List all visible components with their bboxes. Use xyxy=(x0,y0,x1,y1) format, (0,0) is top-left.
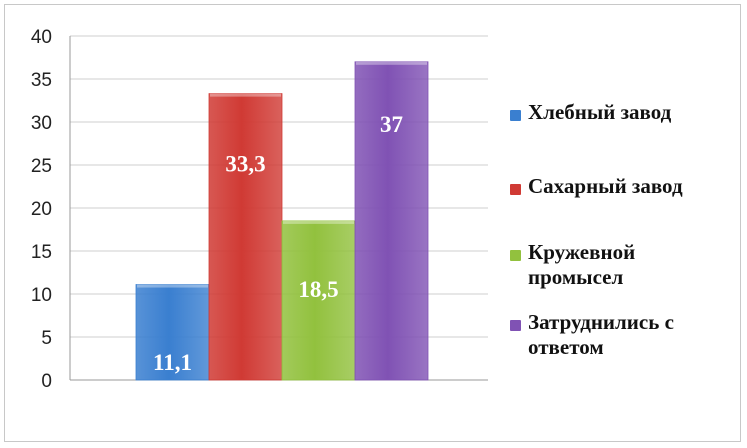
legend-item-lace-craft: Кружевной промысел xyxy=(510,240,688,290)
y-tick-label: 0 xyxy=(41,371,52,392)
legend-item-bread-factory: Хлебный завод xyxy=(510,100,733,125)
y-tick-label: 35 xyxy=(31,70,52,91)
y-tick-label: 10 xyxy=(31,285,52,306)
y-tick-label: 15 xyxy=(31,242,52,263)
legend-label: Затруднились с ответом xyxy=(528,310,674,359)
data-label: 33,3 xyxy=(225,152,265,177)
bar-highlight xyxy=(137,284,208,288)
legend-swatch xyxy=(510,110,521,121)
legend-label: Кружевной промысел xyxy=(528,240,636,289)
data-label: 18,5 xyxy=(298,277,338,302)
legend-item-no-answer: Затруднились с ответом xyxy=(510,310,688,360)
y-tick-label: 20 xyxy=(31,199,52,220)
legend-swatch xyxy=(510,250,521,261)
legend-swatch xyxy=(510,320,521,331)
bar-highlight xyxy=(210,93,281,97)
legend-label: Хлебный завод xyxy=(528,100,672,124)
y-tick-label: 5 xyxy=(41,328,52,349)
bar xyxy=(354,61,429,381)
y-tick-label: 40 xyxy=(31,27,52,48)
legend-swatch xyxy=(510,184,521,195)
legend-label: Сахарный завод xyxy=(528,174,683,198)
y-tick-label: 25 xyxy=(31,156,52,177)
data-label: 11,1 xyxy=(153,350,192,375)
bar xyxy=(281,220,356,381)
bar-highlight xyxy=(356,61,427,65)
bar-highlight xyxy=(283,220,354,224)
legend-item-sugar-factory: Сахарный завод xyxy=(510,174,733,199)
bar xyxy=(208,93,283,381)
y-tick-label: 30 xyxy=(31,113,52,134)
data-label: 37 xyxy=(380,112,403,137)
bar xyxy=(135,284,210,381)
